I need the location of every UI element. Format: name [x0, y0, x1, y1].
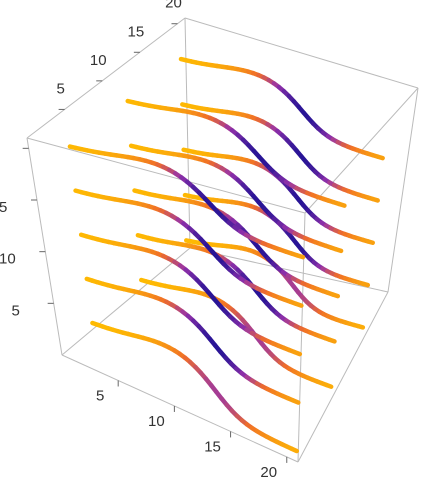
streamline	[289, 446, 300, 454]
box-edge	[26, 137, 63, 356]
x-tick-label: 10	[148, 413, 165, 430]
box-edge	[61, 354, 299, 463]
box-edge	[297, 291, 389, 463]
box-edge	[184, 17, 419, 89]
box-edge	[26, 17, 186, 139]
box-edge	[26, 137, 306, 214]
streamline	[324, 382, 334, 389]
box-edge	[387, 87, 419, 293]
streamline	[330, 292, 341, 299]
box-edge	[61, 247, 191, 356]
x-tick-label: 15	[204, 438, 221, 455]
y-tick-label: 20	[165, 0, 182, 12]
box-edge	[184, 17, 191, 249]
z-tick-label: 15	[0, 199, 7, 216]
streamline	[290, 398, 301, 405]
x-tick-label: 20	[260, 464, 277, 481]
y-tick-label: 10	[90, 52, 107, 69]
streamline	[375, 154, 385, 161]
streamline	[336, 201, 347, 208]
streamline	[294, 253, 306, 260]
x-tick-label: 5	[96, 387, 104, 404]
y-tick-label: 15	[128, 23, 145, 40]
streamline	[356, 323, 366, 330]
z-tick-label: 10	[0, 251, 16, 268]
streamline	[370, 196, 380, 203]
streamline	[365, 239, 375, 246]
streamline	[292, 349, 303, 357]
streamline	[293, 301, 304, 308]
y-tick-label: 5	[56, 80, 64, 97]
streamline	[361, 281, 371, 288]
streamline	[327, 337, 337, 344]
box-edge	[189, 247, 389, 293]
streamline	[333, 246, 344, 254]
z-tick-label: 5	[11, 302, 19, 319]
